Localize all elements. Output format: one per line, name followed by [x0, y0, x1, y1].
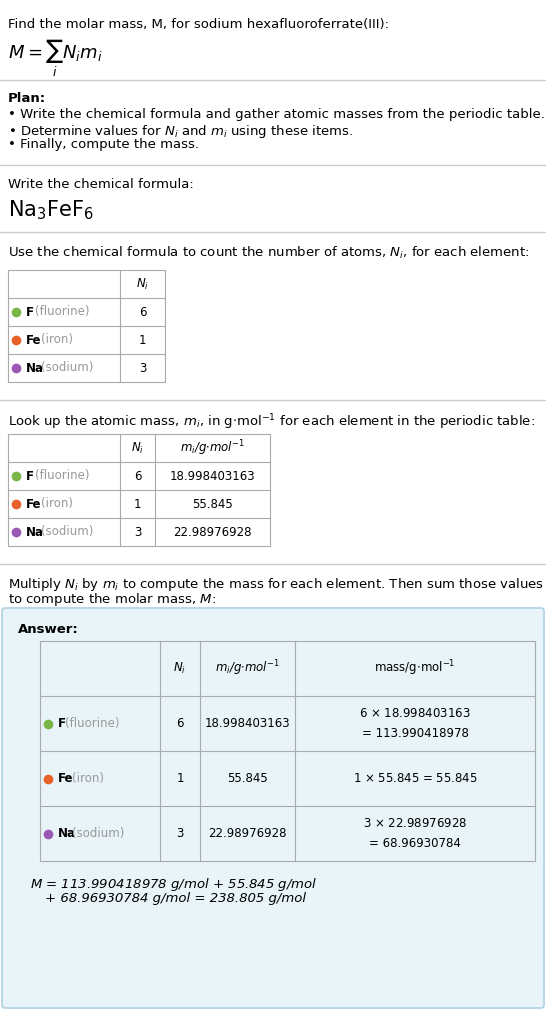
Text: (fluorine): (fluorine): [34, 470, 89, 483]
Text: $M = \sum_i N_i m_i$: $M = \sum_i N_i m_i$: [8, 38, 103, 79]
Text: • Finally, compute the mass.: • Finally, compute the mass.: [8, 138, 199, 152]
Text: 22.98976928: 22.98976928: [208, 827, 287, 840]
Text: 18.998403163: 18.998403163: [170, 470, 256, 483]
Text: 1: 1: [134, 498, 141, 510]
Bar: [8, 434, 270, 546]
Text: Write the chemical formula:: Write the chemical formula:: [8, 178, 194, 191]
Text: Fe: Fe: [58, 772, 74, 785]
Text: 3: 3: [139, 362, 146, 375]
Text: Plan:: Plan:: [8, 92, 46, 105]
Text: 3: 3: [134, 525, 141, 538]
Text: (sodium): (sodium): [41, 525, 93, 538]
Text: = 113.990418978: = 113.990418978: [361, 727, 468, 740]
Text: 55.845: 55.845: [192, 498, 233, 510]
Text: $\mathrm{Na_3FeF_6}$: $\mathrm{Na_3FeF_6}$: [8, 198, 94, 221]
Text: Answer:: Answer:: [18, 623, 79, 636]
Text: Multiply $N_i$ by $m_i$ to compute the mass for each element. Then sum those val: Multiply $N_i$ by $m_i$ to compute the m…: [8, 576, 544, 593]
Text: + 68.96930784 g/mol = 238.805 g/mol: + 68.96930784 g/mol = 238.805 g/mol: [45, 892, 306, 905]
FancyBboxPatch shape: [2, 608, 544, 1008]
Text: 6: 6: [139, 305, 146, 318]
Text: 6: 6: [176, 717, 184, 730]
Text: (sodium): (sodium): [41, 362, 93, 375]
Text: F: F: [26, 470, 34, 483]
Bar: [8, 270, 165, 382]
Text: 1 $\times$ 55.845 = 55.845: 1 $\times$ 55.845 = 55.845: [353, 772, 477, 785]
Text: 1: 1: [176, 772, 184, 785]
Text: Na: Na: [26, 525, 44, 538]
Text: Fe: Fe: [26, 333, 41, 346]
Text: • Write the chemical formula and gather atomic masses from the periodic table.: • Write the chemical formula and gather …: [8, 108, 545, 121]
Text: Look up the atomic mass, $m_i$, in g$\cdot$mol$^{-1}$ for each element in the pe: Look up the atomic mass, $m_i$, in g$\cd…: [8, 412, 535, 431]
Text: (sodium): (sodium): [72, 827, 124, 840]
Text: = 68.96930784: = 68.96930784: [369, 837, 461, 849]
Text: $N_i$: $N_i$: [174, 661, 187, 676]
Text: mass/g$\cdot$mol$^{-1}$: mass/g$\cdot$mol$^{-1}$: [374, 659, 456, 679]
Text: $m_i$/g$\cdot$mol$^{-1}$: $m_i$/g$\cdot$mol$^{-1}$: [180, 438, 245, 458]
Text: $N_i$: $N_i$: [136, 277, 149, 292]
Text: • Determine values for $N_i$ and $m_i$ using these items.: • Determine values for $N_i$ and $m_i$ u…: [8, 123, 353, 140]
Text: Fe: Fe: [26, 498, 41, 510]
Bar: [40, 641, 535, 861]
Text: $m_i$/g$\cdot$mol$^{-1}$: $m_i$/g$\cdot$mol$^{-1}$: [215, 659, 280, 679]
Text: 6: 6: [134, 470, 141, 483]
Text: 55.845: 55.845: [227, 772, 268, 785]
Text: (fluorine): (fluorine): [66, 717, 120, 730]
Text: Na: Na: [26, 362, 44, 375]
Text: Find the molar mass, M, for sodium hexafluoroferrate(III):: Find the molar mass, M, for sodium hexaf…: [8, 18, 389, 31]
Text: Na: Na: [58, 827, 76, 840]
Text: (iron): (iron): [41, 333, 73, 346]
Text: $M$ = 113.990418978 g/mol + 55.845 g/mol: $M$ = 113.990418978 g/mol + 55.845 g/mol: [30, 876, 317, 893]
Text: F: F: [58, 717, 66, 730]
Text: $N_i$: $N_i$: [131, 440, 144, 456]
Text: 6 $\times$ 18.998403163: 6 $\times$ 18.998403163: [359, 707, 471, 720]
Text: to compute the molar mass, $M$:: to compute the molar mass, $M$:: [8, 591, 216, 608]
Text: (fluorine): (fluorine): [34, 305, 89, 318]
Text: F: F: [26, 305, 34, 318]
Text: 18.998403163: 18.998403163: [205, 717, 290, 730]
Text: 1: 1: [139, 333, 146, 346]
Text: 22.98976928: 22.98976928: [173, 525, 252, 538]
Text: (iron): (iron): [72, 772, 104, 785]
Text: 3: 3: [176, 827, 183, 840]
Text: (iron): (iron): [41, 498, 73, 510]
Text: Use the chemical formula to count the number of atoms, $N_i$, for each element:: Use the chemical formula to count the nu…: [8, 245, 529, 262]
Text: 3 $\times$ 22.98976928: 3 $\times$ 22.98976928: [363, 817, 467, 830]
